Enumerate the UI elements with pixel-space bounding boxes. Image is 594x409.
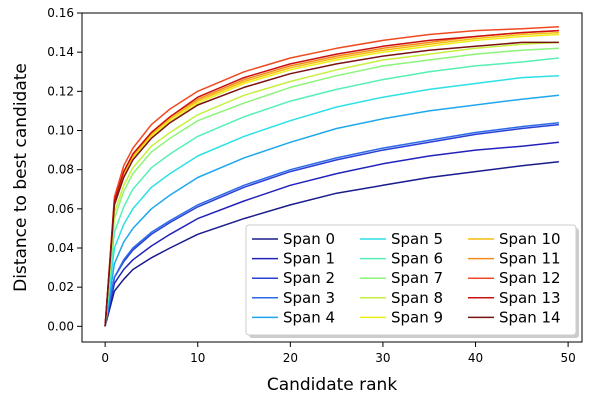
x-tick-label: 30 bbox=[375, 351, 390, 365]
legend-box bbox=[245, 224, 577, 336]
series-line-span-5 bbox=[104, 74, 559, 327]
y-tick-label: 0.10 bbox=[47, 124, 74, 138]
legend-label-span-3: Span 3 bbox=[283, 289, 335, 307]
legend-label-span-11: Span 11 bbox=[499, 250, 561, 268]
series-lines bbox=[104, 25, 559, 327]
series-line-span-2 bbox=[104, 123, 559, 327]
legend-label-span-8: Span 8 bbox=[391, 289, 443, 307]
y-tick-label: 0.00 bbox=[47, 319, 74, 333]
series-line-span-3 bbox=[104, 121, 559, 327]
series-line-span-6 bbox=[104, 57, 559, 327]
x-tick-label: 20 bbox=[283, 351, 298, 365]
series-line-span-4 bbox=[104, 94, 559, 327]
x-tick-label: 40 bbox=[468, 351, 483, 365]
legend-label-span-14: Span 14 bbox=[499, 308, 561, 326]
series-line-span-12 bbox=[104, 25, 559, 327]
y-tick-label: 0.06 bbox=[47, 202, 74, 216]
y-tick-label: 0.14 bbox=[47, 45, 74, 59]
series-line-span-10 bbox=[104, 31, 559, 327]
legend-label-span-6: Span 6 bbox=[391, 250, 443, 268]
y-tick-label: 0.08 bbox=[47, 163, 74, 177]
legend-label-span-1: Span 1 bbox=[283, 250, 335, 268]
x-tick-label: 10 bbox=[190, 351, 205, 365]
y-tick-label: 0.04 bbox=[47, 241, 74, 255]
legend-label-span-5: Span 5 bbox=[391, 230, 443, 248]
legend-label-span-9: Span 9 bbox=[391, 308, 443, 326]
series-line-span-8 bbox=[104, 41, 559, 327]
series-line-span-7 bbox=[104, 47, 559, 327]
legend-label-span-7: Span 7 bbox=[391, 269, 443, 287]
legend-label-span-12: Span 12 bbox=[499, 269, 561, 287]
legend-label-span-10: Span 10 bbox=[499, 230, 561, 248]
legend-label-span-4: Span 4 bbox=[283, 308, 335, 326]
series-line-span-0 bbox=[104, 161, 559, 327]
plot-frame bbox=[81, 12, 583, 343]
x-tick-label: 50 bbox=[560, 351, 575, 365]
legend-label-span-0: Span 0 bbox=[283, 230, 335, 248]
series-line-span-13 bbox=[104, 29, 559, 327]
legend-label-span-2: Span 2 bbox=[283, 269, 335, 287]
y-tick-label: 0.02 bbox=[47, 280, 74, 294]
y-tick-label: 0.16 bbox=[47, 6, 74, 20]
y-tick-label: 0.12 bbox=[47, 84, 74, 98]
y-axis-ticks: 0.00 0.02 0.04 0.06 0.08 0.10 0.12 0.14 0.16 bbox=[47, 6, 82, 333]
series-line-span-14 bbox=[104, 41, 559, 327]
x-axis-ticks: 0 10 20 30 40 50 bbox=[101, 342, 576, 365]
series-line-span-1 bbox=[104, 141, 559, 327]
series-line-span-9 bbox=[104, 33, 559, 327]
legend-label-span-13: Span 13 bbox=[499, 289, 561, 307]
x-axis-label: Candidate rank bbox=[267, 375, 397, 395]
y-axis-label: Distance to best candidate bbox=[11, 63, 31, 292]
x-tick-label: 0 bbox=[101, 351, 109, 365]
